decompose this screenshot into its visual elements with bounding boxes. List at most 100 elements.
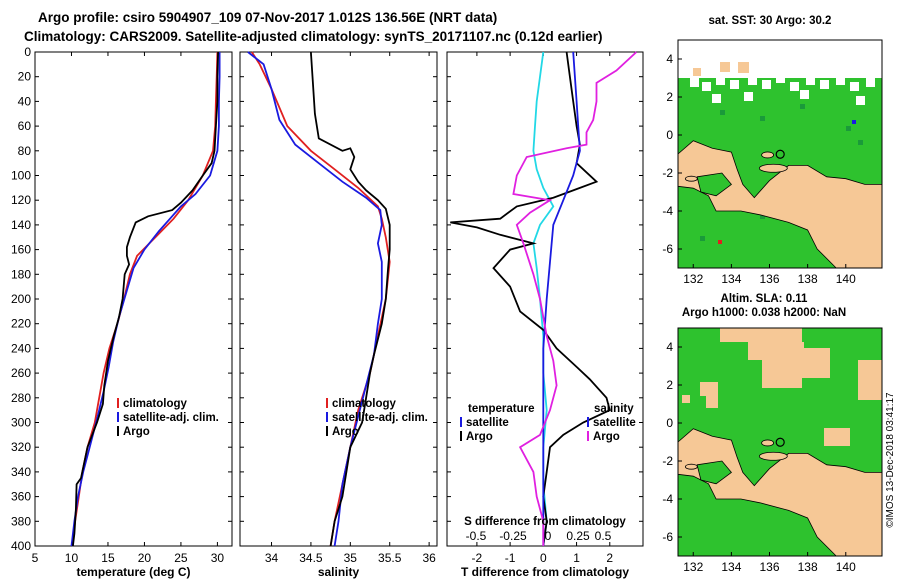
map-x-tick-label: 138 xyxy=(798,560,818,574)
legend-label: Argo xyxy=(123,426,150,438)
x-tick-label: 5 xyxy=(32,551,39,565)
x-tick-label: 0 xyxy=(540,551,547,565)
series-line-argo xyxy=(310,51,391,547)
y-tick-label: 240 xyxy=(11,341,31,355)
map-y-tick-label: -6 xyxy=(662,242,673,256)
land-patch xyxy=(762,328,802,388)
map-y-tick-label: 4 xyxy=(666,340,673,354)
y-tick-label: 360 xyxy=(11,490,31,504)
sst-cell xyxy=(800,104,805,109)
land-patch xyxy=(682,395,690,403)
x-tick-label: 20 xyxy=(138,551,152,565)
legend-label: Argo xyxy=(466,431,493,443)
legend-label: climatology xyxy=(332,398,397,410)
y-tick-label: 60 xyxy=(18,119,32,133)
missing-data-cell xyxy=(716,76,725,85)
legend-temperature-title: temperature xyxy=(468,403,534,415)
legend-label: satellite-adj. clim. xyxy=(332,412,428,424)
x-tick-label: 1 xyxy=(573,551,580,565)
x-axis-label: temperature (deg C) xyxy=(76,565,190,579)
x-axis-label: salinity xyxy=(318,565,360,579)
missing-data-cell xyxy=(776,74,785,83)
series-line-temperature-argo xyxy=(450,51,611,547)
map-frame xyxy=(677,327,883,557)
missing-data-cell xyxy=(806,76,815,85)
map-x-tick-label: 132 xyxy=(683,560,703,574)
top-axis-tick-label: 0.5 xyxy=(595,529,612,543)
map-frame xyxy=(677,39,883,269)
y-tick-label: 40 xyxy=(18,94,32,108)
land-island xyxy=(684,463,698,470)
legend-label: satellite xyxy=(466,417,509,429)
map-y-tick-label: 0 xyxy=(666,128,673,142)
top-axis-tick-label: -0.25 xyxy=(499,529,527,543)
series-line-satellite-adj-clim- xyxy=(70,52,221,547)
y-tick-label: 0 xyxy=(24,45,31,59)
sst-cell xyxy=(760,116,765,121)
x-tick-label: -2 xyxy=(472,551,483,565)
sst-cell xyxy=(760,214,765,219)
missing-data-cell xyxy=(836,76,845,85)
map-x-tick-label: 134 xyxy=(721,272,741,286)
x-tick-label: 15 xyxy=(101,551,115,565)
sst-cell xyxy=(720,110,725,115)
x-tick-label: 34.5 xyxy=(299,551,323,565)
land-island xyxy=(761,439,775,447)
plot-frame-temperature xyxy=(34,51,233,547)
sst-cell xyxy=(700,236,705,241)
x-tick-label: 34 xyxy=(265,551,279,565)
map-y-tick-label: -6 xyxy=(662,530,673,544)
missing-data-cell xyxy=(702,82,711,91)
y-tick-label: 20 xyxy=(18,70,32,84)
missing-data-cell xyxy=(800,90,809,99)
y-tick-label: 220 xyxy=(11,317,31,331)
y-tick-label: 400 xyxy=(11,539,31,553)
map-y-tick-label: 2 xyxy=(666,378,673,392)
sst-cell xyxy=(858,140,863,145)
timestamp-stamp: ©IMOS 13-Dec-2018 03:41:17 xyxy=(885,392,896,528)
land-cell xyxy=(738,62,749,73)
land-new-guinea xyxy=(678,140,882,268)
map-y-tick-label: 4 xyxy=(666,52,673,66)
sst-cell xyxy=(852,120,856,124)
top-axis-tick-label: 0.25 xyxy=(566,529,590,543)
missing-data-cell xyxy=(712,94,721,103)
map-title: Argo h1000: 0.038 h2000: NaN xyxy=(682,307,846,319)
x-tick-label: -1 xyxy=(505,551,516,565)
legend-label: Argo xyxy=(332,426,359,438)
x-tick-label: 30 xyxy=(211,551,225,565)
y-tick-label: 140 xyxy=(11,218,31,232)
x-tick-label: 35.5 xyxy=(378,551,402,565)
y-tick-label: 260 xyxy=(11,366,31,380)
legend-label: climatology xyxy=(123,398,188,410)
map-y-tick-label: -4 xyxy=(662,204,673,218)
missing-data-cell xyxy=(790,82,799,91)
y-tick-label: 120 xyxy=(11,193,31,207)
sst-cell xyxy=(846,126,851,131)
figure-title-line-1: Argo profile: csiro 5904907_109 07-Nov-2… xyxy=(38,10,498,25)
missing-data-cell xyxy=(820,80,829,89)
y-tick-label: 280 xyxy=(11,391,31,405)
map-x-tick-label: 132 xyxy=(683,272,703,286)
x-tick-label: 25 xyxy=(174,551,188,565)
top-axis-label: S difference from climatology xyxy=(464,516,626,528)
legend-label: Argo xyxy=(593,431,620,443)
map-y-tick-label: -2 xyxy=(662,454,673,468)
y-tick-label: 380 xyxy=(11,514,31,528)
map-title: Altim. SLA: 0.11 xyxy=(721,293,809,305)
y-tick-label: 300 xyxy=(11,416,31,430)
map-x-tick-label: 134 xyxy=(721,560,741,574)
sst-cell xyxy=(718,240,722,244)
land-island xyxy=(684,175,698,182)
missing-data-cell xyxy=(748,76,757,85)
series-line-argo xyxy=(72,51,219,547)
missing-data-area xyxy=(678,40,882,78)
water-inlet xyxy=(696,172,732,197)
x-tick-label: 2 xyxy=(606,551,613,565)
plot-frame-difference xyxy=(446,51,644,547)
series-line-salinity-satellite xyxy=(542,51,581,546)
missing-data-cell xyxy=(850,82,859,91)
map-x-tick-label: 136 xyxy=(759,560,779,574)
y-tick-label: 340 xyxy=(11,465,31,479)
